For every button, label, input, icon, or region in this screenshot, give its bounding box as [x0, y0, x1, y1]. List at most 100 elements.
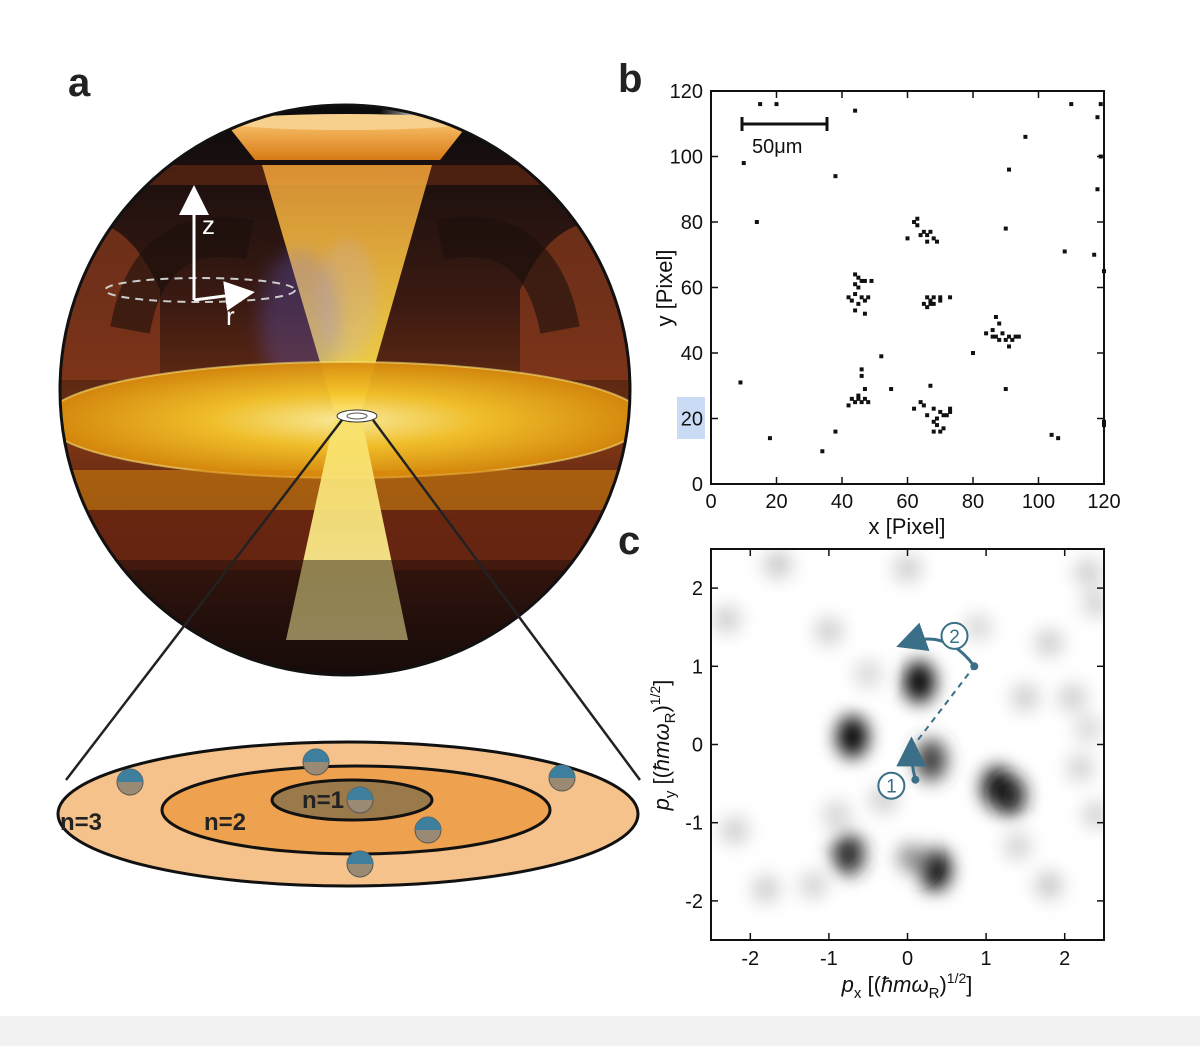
heatmap-blob [1082, 589, 1104, 618]
scatter-point [767, 436, 772, 441]
heatmap-blob [720, 816, 749, 845]
trap-illustration: z r [60, 105, 630, 675]
heatmap-blob [752, 875, 781, 904]
scatter-point [993, 314, 998, 319]
scatter-point [934, 416, 939, 421]
scatter-point [938, 409, 943, 414]
scatter-point [931, 236, 936, 241]
scatter-point [1023, 134, 1028, 139]
scatter-point [928, 298, 933, 303]
scatter-point [853, 292, 858, 297]
heatmap-blob [814, 617, 843, 646]
plot-b-ylabel: y [Pixel] [652, 249, 677, 326]
selection-highlight [677, 397, 705, 439]
scatter-point [948, 409, 953, 414]
scatter-point [921, 229, 926, 234]
annotation-2: 2 [940, 621, 969, 650]
heatmap-blob [763, 550, 792, 579]
panel-b: b 0 20 40 60 80 100 120 0 20 40 60 80 100 120 50μm x … [618, 57, 1121, 539]
annotation-1: 1 [877, 771, 906, 800]
trap-circle-border [58, 103, 632, 677]
x-tick-label: 40 [831, 491, 853, 513]
zoom-line-left [65, 419, 343, 781]
scatter-point [990, 328, 995, 333]
heatmap-blob [964, 613, 993, 642]
x-tick-label: 2 [1059, 948, 1070, 970]
scalebar-label: 50μm [752, 136, 802, 158]
scatter-point [934, 239, 939, 244]
scatter-point [846, 403, 851, 408]
scatter-point [948, 295, 953, 300]
scatter-point [931, 406, 936, 411]
scatter-point [1010, 337, 1015, 342]
scatter-point [862, 387, 867, 392]
x-tick-label: -1 [820, 948, 838, 970]
scatter-point [1016, 334, 1021, 339]
scatter-point [856, 301, 861, 306]
scatter-point [1007, 167, 1012, 172]
scatter-point [997, 321, 1002, 326]
arrow-step-1 [896, 736, 927, 781]
heatmap-blob [822, 800, 851, 829]
axis-z-label: z [202, 210, 215, 240]
scatter-point [928, 301, 933, 306]
panel-b-label: b [618, 57, 642, 101]
plot-c-annotation: 12 [877, 621, 979, 800]
x-tick-label: 80 [962, 491, 984, 513]
panel-c-label: c [618, 519, 640, 563]
plot-c-heatmap [712, 550, 1104, 904]
scatter-point [1098, 102, 1103, 107]
y-tick-label: 0 [692, 474, 703, 496]
x-tick-label: 1 [981, 948, 992, 970]
plot-b-frame [710, 90, 1105, 485]
y-tick-label: -2 [685, 891, 703, 913]
scatter-point [758, 102, 763, 107]
scatter-point [1003, 226, 1008, 231]
scatter-point [971, 351, 975, 355]
scatter-point [1049, 432, 1054, 437]
y-tick-label: 1 [692, 656, 703, 678]
scatter-point [997, 337, 1002, 342]
scatter-point [853, 400, 858, 405]
scatter-point [1003, 387, 1008, 392]
scatter-point [931, 419, 936, 424]
scatter-point [862, 396, 867, 401]
scatter-point [856, 396, 861, 401]
heatmap-blob [854, 660, 883, 689]
scatter-point [738, 380, 743, 385]
scatter-point [931, 295, 936, 300]
scatter-point [741, 161, 746, 166]
atom [414, 816, 442, 844]
atom [548, 764, 576, 792]
scatter-point [925, 233, 930, 238]
heatmap-blob [897, 843, 926, 872]
scatter-point [1003, 337, 1008, 342]
y-tick-label: 80 [681, 212, 703, 234]
y-tick-label: 2 [692, 578, 703, 600]
heatmap-blob [893, 554, 922, 583]
scatter-point [1000, 331, 1005, 336]
scatter-point [915, 216, 920, 221]
scatter-point [925, 413, 930, 418]
scatter-point [1102, 423, 1106, 428]
atom [346, 850, 374, 878]
dashed-orbit [104, 277, 296, 303]
scatter-point [912, 406, 917, 411]
scatter-point [928, 229, 933, 234]
y-tick-label: 40 [681, 343, 703, 365]
scalebar: 50μm [740, 117, 829, 158]
scatter-point [849, 298, 854, 303]
shell-n2-label: n=2 [204, 809, 246, 836]
scatter-point [853, 272, 858, 277]
scatter-point [938, 295, 943, 300]
scatter-point [879, 354, 884, 359]
scatter-point [862, 311, 867, 316]
plot-b-xlabel: x [Pixel] [868, 514, 945, 539]
x-tick-label: 20 [765, 491, 787, 513]
shell-n1-label: n=1 [302, 787, 344, 814]
y-tick-label: 100 [670, 147, 703, 169]
